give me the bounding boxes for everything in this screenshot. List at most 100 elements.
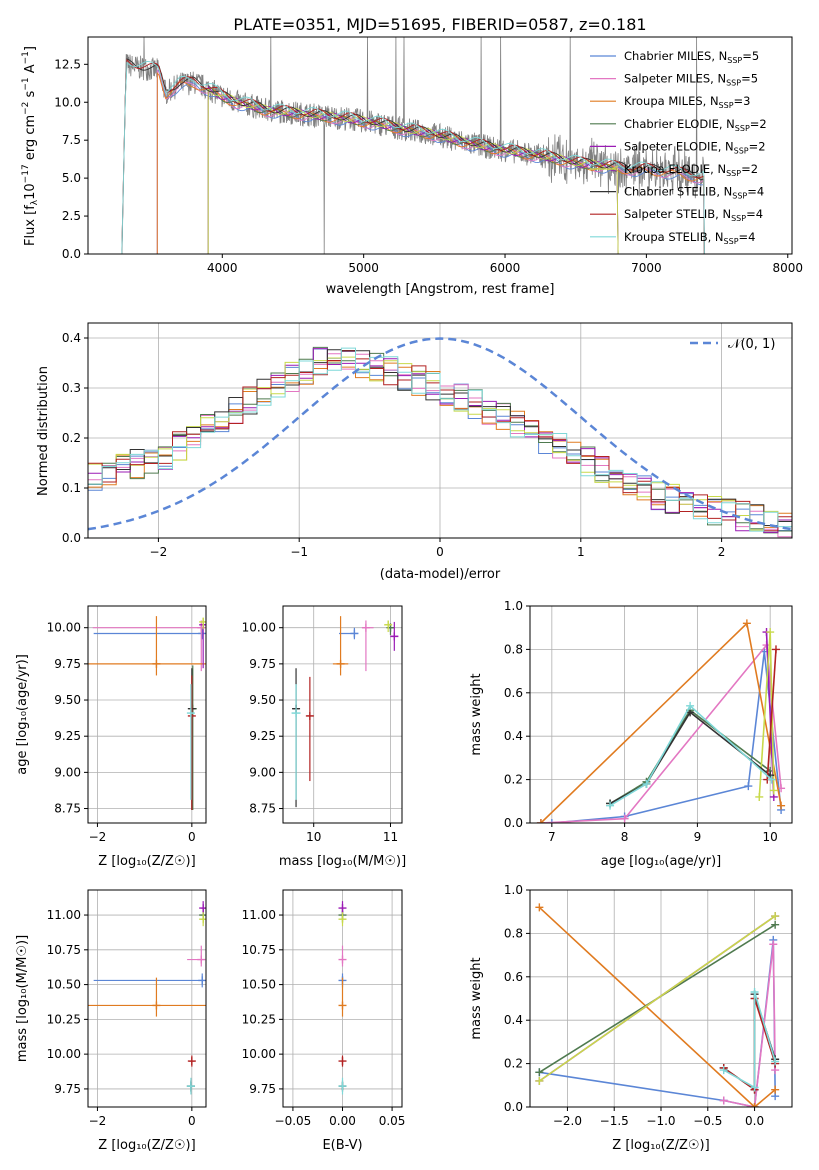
mass-vs-metallicity-y-tick-label: 10.00 — [47, 1047, 81, 1061]
spectrum-data — [121, 37, 705, 254]
residual-x-tick-label: −1 — [290, 545, 308, 559]
data-point — [536, 819, 545, 823]
mass-weight-vs-metallicity-y-tick-label: 0.6 — [504, 970, 523, 984]
mass-weight-vs-age-panel: 7 8 9 10 0.0 0.2 0.4 0.6 0.8 1.0 age [log₁₀(age/yr… — [469, 599, 793, 869]
mass-vs-extinction-panel: −0.05 0.00 0.05 9.75 10.00 10.25 10.50 10.75 11.… — [242, 889, 405, 1153]
age-vs-metallicity-panel: −2 0 8.75 9.00 9.25 9.50 9.75 10.00 Z [log₁₀(Z/Z… — [15, 605, 207, 869]
mass-weight-vs-metallicity-y-tick-label: 0.4 — [504, 1013, 523, 1027]
age-vs-mass-y-tick-label: 10.00 — [242, 621, 276, 635]
data-point — [769, 940, 778, 949]
data-point — [361, 623, 370, 632]
spectrum-x-tick-label: 5000 — [348, 261, 379, 275]
mass-vs-metallicity-y-tick-label: 10.25 — [47, 1012, 81, 1026]
data-point — [338, 1082, 347, 1091]
data-point — [686, 701, 695, 710]
mass-weight-vs-metallicity-y-label: mass weight — [469, 957, 484, 1039]
mass-weight-line — [723, 944, 776, 1107]
age-vs-mass-y-tick-label: 9.00 — [249, 765, 276, 779]
mass-vs-metallicity-x-tick-label: 0 — [188, 1114, 196, 1128]
age-vs-mass-axes-frame — [282, 605, 403, 824]
mass-weight-line — [723, 998, 776, 1092]
mass-vs-metallicity-ticks: −2 0 9.75 10.00 10.25 10.50 10.75 11.00 — [47, 908, 196, 1128]
mass-weight-line — [539, 939, 776, 1107]
data-point — [750, 1083, 759, 1092]
data-point — [744, 782, 753, 791]
spectrum-y-tick-label: 12.5 — [54, 57, 81, 71]
residual-x-tick-label: 1 — [577, 545, 585, 559]
data-point — [767, 775, 776, 784]
residual-y-tick-label: 0.1 — [62, 481, 81, 495]
residual-y-tick-label: 0.0 — [62, 531, 81, 545]
mass-vs-metallicity-y-label: mass [log₁₀(M/M☉)] — [15, 935, 30, 1062]
age-vs-metallicity-y-label: age [log₁₀(age/yr)] — [15, 654, 30, 775]
age-vs-mass-x-tick-label: 10 — [306, 830, 321, 844]
data-point — [384, 620, 393, 629]
mass-weight-vs-age-marks — [536, 619, 786, 823]
data-point — [642, 779, 651, 788]
age-vs-metallicity-y-tick-label: 9.50 — [54, 693, 81, 707]
spectrum-x-label: wavelength [Angstrom, rest frame] — [326, 282, 555, 297]
residual-y-label: Normed distribution — [36, 366, 51, 496]
mass-weight-vs-age-y-tick-label: 1.0 — [504, 599, 523, 613]
data-point — [292, 709, 301, 718]
residual-histogram-line — [88, 347, 792, 532]
spectrum-legend-label: Chabrier ELODIE, NSSP=2 — [624, 117, 767, 133]
residual-grid — [88, 323, 792, 539]
mass-vs-metallicity-axes-frame — [87, 889, 207, 1108]
data-point — [187, 1057, 196, 1066]
spectrum-y-tick-label: 10.0 — [54, 95, 81, 109]
data-point — [547, 819, 556, 823]
normal-legend-label: 𝒩(0, 1) — [728, 337, 775, 352]
mass-weight-line — [540, 651, 782, 823]
mass-weight-line — [538, 906, 776, 1107]
mass-weight-vs-age-y-tick-label: 0.4 — [504, 729, 523, 743]
age-vs-metallicity-x-tick-label: −2 — [89, 830, 107, 844]
mass-vs-extinction-y-tick-label: 10.75 — [242, 943, 276, 957]
data-point — [198, 629, 206, 638]
mass-vs-metallicity-y-tick-label: 11.00 — [47, 908, 81, 922]
data-point — [338, 904, 347, 913]
data-point — [742, 619, 751, 628]
data-point — [535, 903, 544, 912]
mass-vs-metallicity-x-tick-label: −2 — [89, 1114, 107, 1128]
data-point — [338, 1057, 347, 1066]
spectrum-y-tick-label: 7.5 — [62, 133, 81, 147]
spectrum-model-line — [121, 61, 705, 254]
mass-vs-metallicity-y-tick-label: 9.75 — [54, 1082, 81, 1096]
residual-x-tick-label: 2 — [718, 545, 726, 559]
mass-vs-extinction-y-tick-label: 11.00 — [242, 908, 276, 922]
spectrum-legend-label: Salpeter ELODIE, NSSP=2 — [624, 139, 766, 155]
residual-y-tick-label: 0.3 — [62, 381, 81, 395]
mass-weight-line — [540, 643, 782, 823]
mass-weight-vs-age-y-tick-label: 0.6 — [504, 686, 523, 700]
spectrum-model-line — [156, 71, 705, 254]
spectrum-y-ticks: 0.0 2.5 5.0 7.5 10.0 12.5 — [54, 57, 88, 261]
age-vs-mass-y-tick-label: 9.75 — [249, 657, 276, 671]
data-point — [152, 1001, 161, 1010]
mass-vs-metallicity-marks — [88, 901, 206, 1095]
mass-weight-line — [538, 915, 776, 1082]
age-vs-mass-y-tick-label: 9.50 — [249, 693, 276, 707]
age-vs-mass-x-label: mass [log₁₀(M/M☉)] — [279, 854, 406, 869]
mass-weight-vs-age-x-tick-label: 10 — [763, 830, 778, 844]
spectrum-model-line — [207, 88, 619, 254]
mass-weight-vs-metallicity-y-tick-label: 1.0 — [504, 883, 523, 897]
mass-weight-vs-age-x-tick-label: 9 — [694, 830, 702, 844]
mass-weight-vs-age-x-label: age [log₁₀(age/yr)] — [601, 854, 722, 869]
data-point — [197, 955, 206, 964]
data-point — [390, 632, 399, 641]
mass-vs-metallicity-panel: −2 0 9.75 10.00 10.25 10.50 10.75 11.00 Z [log₁₀… — [15, 889, 207, 1153]
mass-weight-vs-age-ticks: 7 8 9 10 0.0 0.2 0.4 0.6 0.8 1.0 — [504, 599, 778, 844]
mass-weight-vs-metallicity-x-label: Z [log₁₀(Z/Z☉)] — [612, 1138, 709, 1153]
data-point — [336, 659, 345, 668]
mass-vs-extinction-x-tick-label: 0.00 — [329, 1114, 356, 1128]
data-point — [305, 711, 314, 720]
mass-weight-line — [609, 704, 773, 807]
residual-y-tick-label: 0.2 — [62, 431, 81, 445]
mass-vs-extinction-y-tick-label: 10.25 — [242, 1012, 276, 1026]
residual-y-ticks: 0.0 0.1 0.2 0.3 0.4 — [62, 331, 88, 545]
data-point — [338, 1001, 347, 1010]
spectrum-y-label: Flux [fλ10−17 erg cm−2 s−1 A−1] — [21, 46, 40, 246]
data-point — [350, 629, 359, 638]
